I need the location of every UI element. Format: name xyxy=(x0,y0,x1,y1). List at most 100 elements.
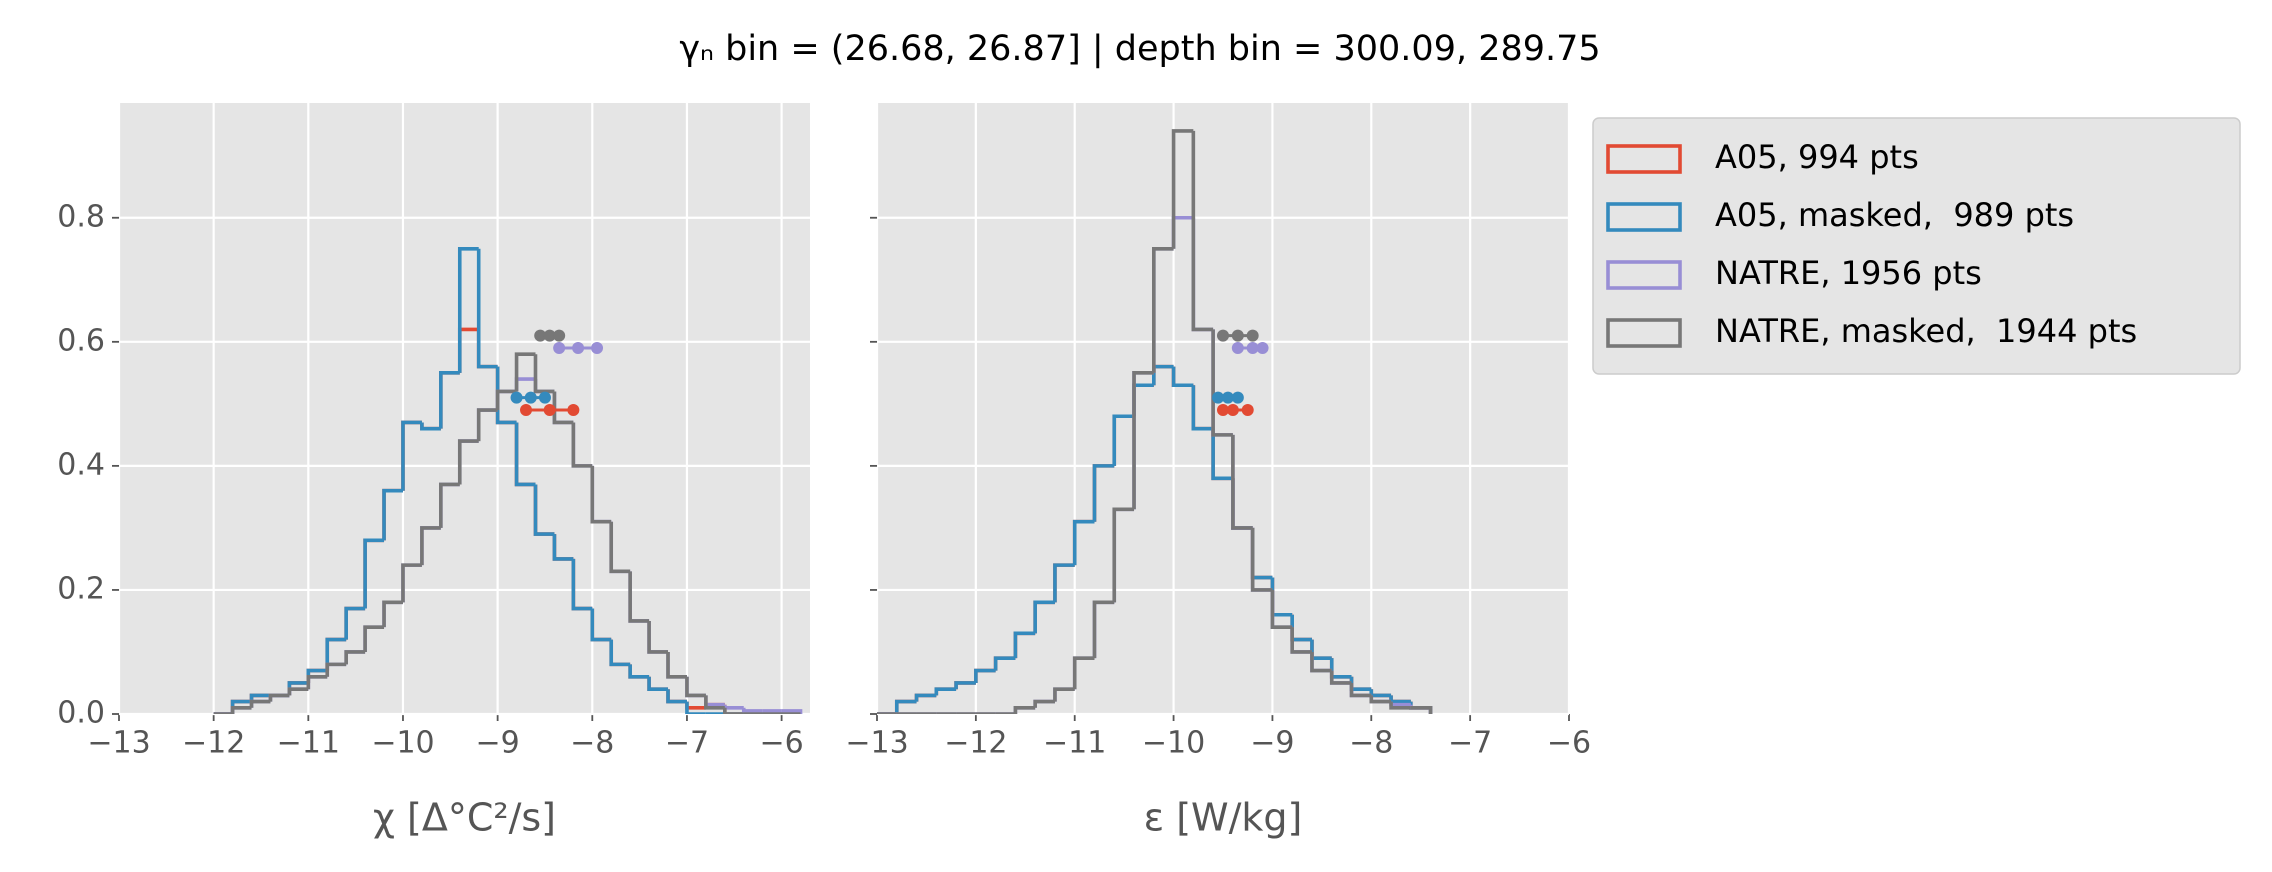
figure-title: γₙ bin = (26.68, 26.87] | depth bin = 30… xyxy=(679,29,1600,69)
histogram-step xyxy=(401,420,422,491)
histogram-step xyxy=(704,695,725,710)
histogram-step xyxy=(1092,600,1115,659)
histogram-step xyxy=(249,693,271,702)
x-tick-label: −6 xyxy=(1547,726,1591,761)
histogram-step xyxy=(514,352,536,392)
histogram-step xyxy=(457,246,479,373)
legend-swatch xyxy=(1606,260,1682,290)
histogram-step xyxy=(1013,705,1036,714)
histogram-step xyxy=(666,689,687,704)
histogram-step xyxy=(1013,631,1036,659)
legend-swatch xyxy=(1606,202,1682,232)
histogram-step xyxy=(914,693,937,702)
legend-swatch xyxy=(1606,318,1682,348)
stat-point xyxy=(1231,342,1244,355)
histogram-step xyxy=(571,558,593,611)
histogram-step xyxy=(1132,371,1154,510)
histogram-step xyxy=(476,408,498,442)
histogram-step xyxy=(1389,701,1411,710)
histogram-step xyxy=(1053,563,1075,603)
histogram-step xyxy=(1033,699,1055,708)
stat-point xyxy=(543,329,556,342)
legend-swatch xyxy=(1606,144,1682,174)
histogram-step xyxy=(609,521,631,574)
stat-point xyxy=(510,391,523,404)
y-tick-label: 0.0 xyxy=(57,696,105,731)
stat-point xyxy=(1226,404,1239,417)
x-tick-label: −12 xyxy=(944,726,1007,761)
y-tick-label: 0.8 xyxy=(57,199,105,234)
histogram-step xyxy=(439,482,460,528)
stat-point xyxy=(1246,342,1259,355)
histogram-step xyxy=(533,484,555,536)
histogram-step xyxy=(382,488,403,541)
legend-box xyxy=(1592,117,2241,375)
x-tick-label: −11 xyxy=(1043,726,1106,761)
histogram-step xyxy=(1349,682,1372,698)
stat-point xyxy=(1246,329,1259,342)
stat-point xyxy=(1241,404,1254,417)
histogram-step xyxy=(993,656,1016,671)
histogram-step xyxy=(685,676,706,698)
histogram-step xyxy=(934,687,957,696)
histogram-step xyxy=(344,650,366,665)
stat-point xyxy=(1221,391,1234,404)
histogram-step xyxy=(1329,670,1352,685)
histogram-step xyxy=(1053,687,1075,702)
stat-point xyxy=(534,329,547,342)
plot-background xyxy=(119,103,810,714)
x-tick-label: −8 xyxy=(570,726,614,761)
histogram-step xyxy=(666,651,687,679)
histogram-step xyxy=(609,639,631,667)
histogram-step xyxy=(590,465,612,524)
histogram-step xyxy=(1033,600,1055,634)
x-tick-label: −9 xyxy=(476,726,520,761)
histogram-step xyxy=(306,674,328,690)
histogram-step xyxy=(420,526,441,566)
legend-label: A05, masked, 989 pts xyxy=(1715,196,2074,234)
histogram-step xyxy=(1290,627,1312,654)
histogram-step xyxy=(647,620,669,654)
histogram-step xyxy=(1250,527,1273,592)
stat-point xyxy=(538,391,551,404)
x-tick-label: −9 xyxy=(1250,726,1294,761)
y-tick-label: 0.6 xyxy=(57,323,105,358)
x-tick-label: −13 xyxy=(87,726,150,761)
stat-point xyxy=(1231,391,1244,404)
histogram-step xyxy=(894,699,917,714)
histogram-step xyxy=(382,600,403,628)
histogram-step xyxy=(401,563,422,603)
stat-point xyxy=(1212,391,1225,404)
x-tick-label: −13 xyxy=(845,726,908,761)
stat-point xyxy=(553,342,566,355)
stat-point xyxy=(524,391,537,404)
x-tick-label: −7 xyxy=(665,726,709,761)
histogram-step xyxy=(1211,428,1233,481)
histogram-step xyxy=(363,538,385,609)
stat-point xyxy=(543,404,556,417)
x-tick-label: −11 xyxy=(277,726,340,761)
histogram-step xyxy=(1369,695,1392,704)
histogram-step xyxy=(590,608,612,642)
histogram-step xyxy=(552,391,574,425)
x-tick-label: −10 xyxy=(1142,726,1205,761)
histogram-step xyxy=(1171,129,1194,249)
stat-point xyxy=(520,404,533,417)
stat-point xyxy=(553,329,566,342)
histogram-step xyxy=(1191,385,1214,431)
stat-point xyxy=(1217,329,1229,342)
legend-label: A05, 994 pts xyxy=(1715,138,1919,176)
stat-point xyxy=(1256,342,1269,355)
histogram-step xyxy=(325,637,347,671)
x-axis-label: χ [Δ°C²/s] xyxy=(373,796,556,840)
stat-point xyxy=(591,342,604,355)
x-tick-label: −12 xyxy=(182,726,245,761)
histogram-step xyxy=(1112,414,1135,466)
y-tick-label: 0.2 xyxy=(57,571,105,606)
histogram-step xyxy=(571,422,593,468)
histogram-step xyxy=(325,662,347,677)
histogram-step xyxy=(974,668,996,683)
histogram-step xyxy=(628,664,650,679)
x-tick-label: −10 xyxy=(371,726,434,761)
